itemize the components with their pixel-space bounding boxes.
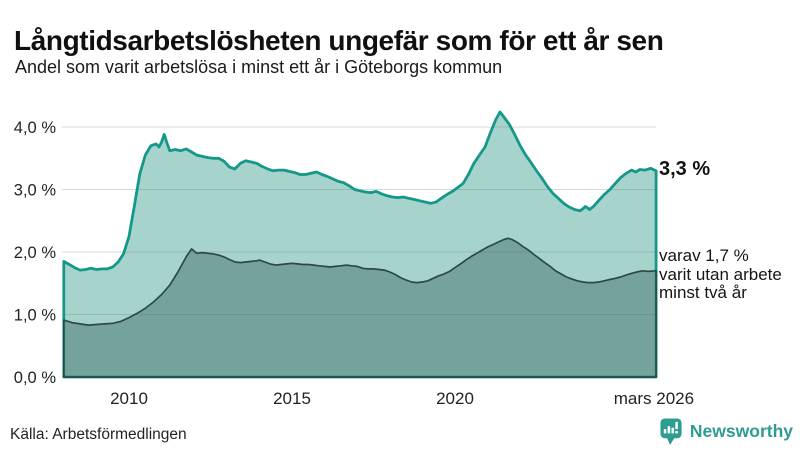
- x-tick-label: mars 2026: [614, 389, 694, 408]
- secondary-label-line3: minst två år: [659, 283, 747, 302]
- secondary-series-label: varav 1,7 % varit utan arbete minst två …: [659, 246, 782, 303]
- y-tick-label: 3,0 %: [14, 182, 57, 200]
- y-tick-label: 2,0 %: [14, 244, 57, 262]
- x-tick-label: 2020: [436, 389, 474, 408]
- newsworthy-bubble-icon: [660, 418, 682, 445]
- latest-value-label: 3,3 %: [659, 158, 711, 180]
- newsworthy-logo[interactable]: Newsworthy: [659, 417, 793, 446]
- y-tick-label: 0,0 %: [14, 369, 57, 387]
- secondary-label-line2: varit utan arbete: [659, 264, 782, 284]
- chart-canvas: 0,0 % 1,0 % 2,0 % 3,0 % 4,0 % 2010 2015 2020 mar…: [14, 110, 694, 408]
- area-chart: 0,0 % 1,0 % 2,0 % 3,0 % 4,0 % 2010 2015 2020 mar…: [0, 95, 800, 415]
- y-tick-label: 4,0 %: [14, 119, 57, 137]
- source-attribution: Källa: Arbetsförmedlingen: [10, 426, 187, 443]
- chart-subtitle: Andel som varit arbetslösa i minst ett å…: [15, 57, 503, 77]
- x-tick-label: 2015: [273, 389, 311, 408]
- y-tick-label: 1,0 %: [14, 307, 57, 325]
- page-title: Långtidsarbetslösheten ungefär som för e…: [14, 24, 664, 56]
- line-minst-tva-ar: [62, 237, 657, 378]
- area-minst-tva-ar: [63, 238, 657, 377]
- line-minst-ett-ar: [62, 110, 658, 379]
- secondary-label-line1: varav 1,7 %: [659, 246, 749, 265]
- newsworthy-wordmark: Newsworthy: [689, 421, 793, 441]
- x-tick-label: 2010: [110, 389, 148, 408]
